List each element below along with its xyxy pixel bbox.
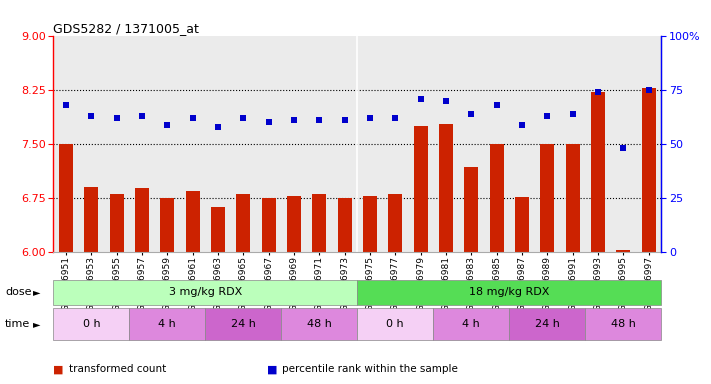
Point [618,145,629,151]
Point [137,113,148,119]
Bar [135,189,149,252]
Text: ■: ■ [267,364,277,374]
Text: GDS5282 / 1371005_at: GDS5282 / 1371005_at [53,22,199,35]
Point [85,113,97,119]
Point [491,102,502,108]
Bar [616,250,630,252]
Bar [109,194,124,252]
Point [415,96,427,102]
Point [390,115,401,121]
Point [187,115,198,121]
Bar [186,190,200,252]
Bar [85,187,98,252]
Point [161,122,173,128]
Text: 18 mg/kg RDX: 18 mg/kg RDX [469,287,550,298]
Point [60,102,72,108]
Text: dose: dose [5,287,31,298]
Bar [490,144,503,252]
Text: 4 h: 4 h [462,319,480,329]
Bar [262,198,276,252]
Point [237,115,249,121]
Bar [540,144,554,252]
Bar [641,88,656,252]
Point [643,87,654,93]
Text: 48 h: 48 h [307,319,332,329]
Point [111,115,122,121]
Text: ■: ■ [53,364,64,374]
Point [213,124,224,130]
Text: 0 h: 0 h [387,319,404,329]
Text: ►: ► [33,319,41,329]
Bar [414,126,427,252]
Point [339,117,351,123]
Point [542,113,553,119]
Bar [161,198,174,252]
Point [567,111,578,117]
Point [516,122,528,128]
Text: 48 h: 48 h [611,319,636,329]
Bar [211,207,225,252]
Bar [388,194,402,252]
Bar [566,144,579,252]
Text: 4 h: 4 h [159,319,176,329]
Bar [363,195,377,252]
Bar [287,195,301,252]
Text: 24 h: 24 h [231,319,256,329]
Text: 3 mg/kg RDX: 3 mg/kg RDX [169,287,242,298]
Point [466,111,477,117]
Bar [236,194,250,252]
Bar [464,167,479,252]
Point [314,117,325,123]
Text: 0 h: 0 h [82,319,100,329]
Bar [439,124,453,252]
Point [440,98,451,104]
Point [288,117,299,123]
Text: percentile rank within the sample: percentile rank within the sample [282,364,458,374]
Bar [515,197,529,252]
Bar [59,144,73,252]
Bar [591,93,605,252]
Bar [312,194,326,252]
Point [263,119,274,126]
Point [364,115,375,121]
Text: transformed count: transformed count [69,364,166,374]
Text: ►: ► [33,287,41,298]
Text: 24 h: 24 h [535,319,560,329]
Text: time: time [5,319,31,329]
Point [592,89,604,96]
Bar [338,198,351,252]
